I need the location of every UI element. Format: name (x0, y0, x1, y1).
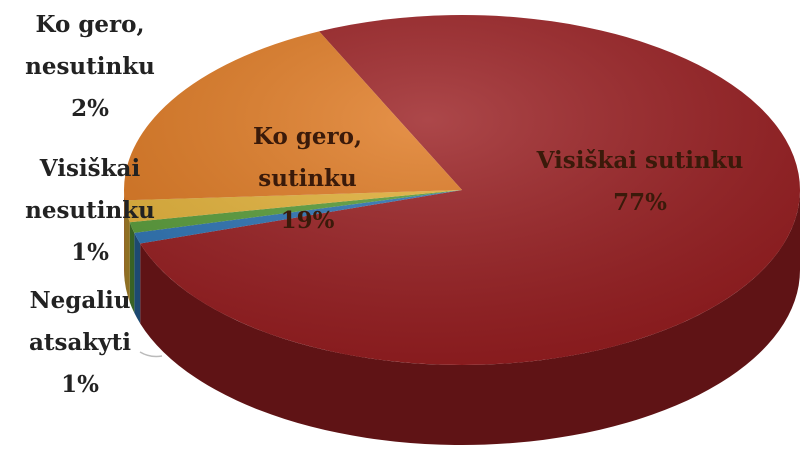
slice-side (124, 190, 125, 281)
data-label: Visiškai nesutinku 1% (0, 148, 180, 274)
value-label: 77% (613, 189, 667, 216)
value-label: 19% (280, 207, 335, 234)
shine (124, 15, 800, 365)
slice-side (124, 200, 130, 303)
data-label: Ko gero, nesutinku 2% (0, 4, 180, 130)
value-label: 1% (61, 371, 99, 398)
data-label: Visiškai sutinku 77% (520, 140, 760, 224)
slice-side (129, 222, 135, 313)
category-label: Ko gero, nesutinku (25, 11, 155, 80)
data-label: Negaliu atsakyti 1% (0, 280, 160, 406)
value-label: 2% (71, 95, 109, 122)
category-label: Visiškai nesutinku (25, 155, 155, 224)
category-label: Ko gero, sutinku (252, 123, 362, 192)
leader-line (139, 351, 163, 358)
data-label: Ko gero, sutinku 19% (225, 116, 390, 242)
category-label: Negaliu atsakyti (28, 287, 132, 356)
slice-side (134, 232, 141, 324)
value-label: 1% (71, 239, 109, 266)
category-label: Visiškai sutinku (536, 147, 744, 174)
slice-side (140, 190, 800, 445)
